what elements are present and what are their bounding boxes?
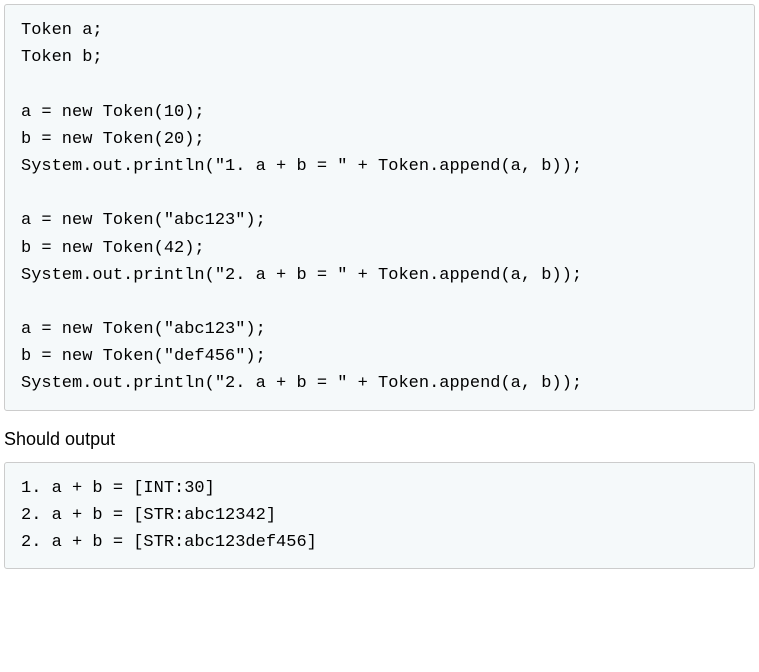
code-block-output: 1. a + b = [INT:30] 2. a + b = [STR:abc1… xyxy=(4,462,755,570)
output-label: Should output xyxy=(4,429,755,450)
code-block-source: Token a; Token b; a = new Token(10); b =… xyxy=(4,4,755,411)
